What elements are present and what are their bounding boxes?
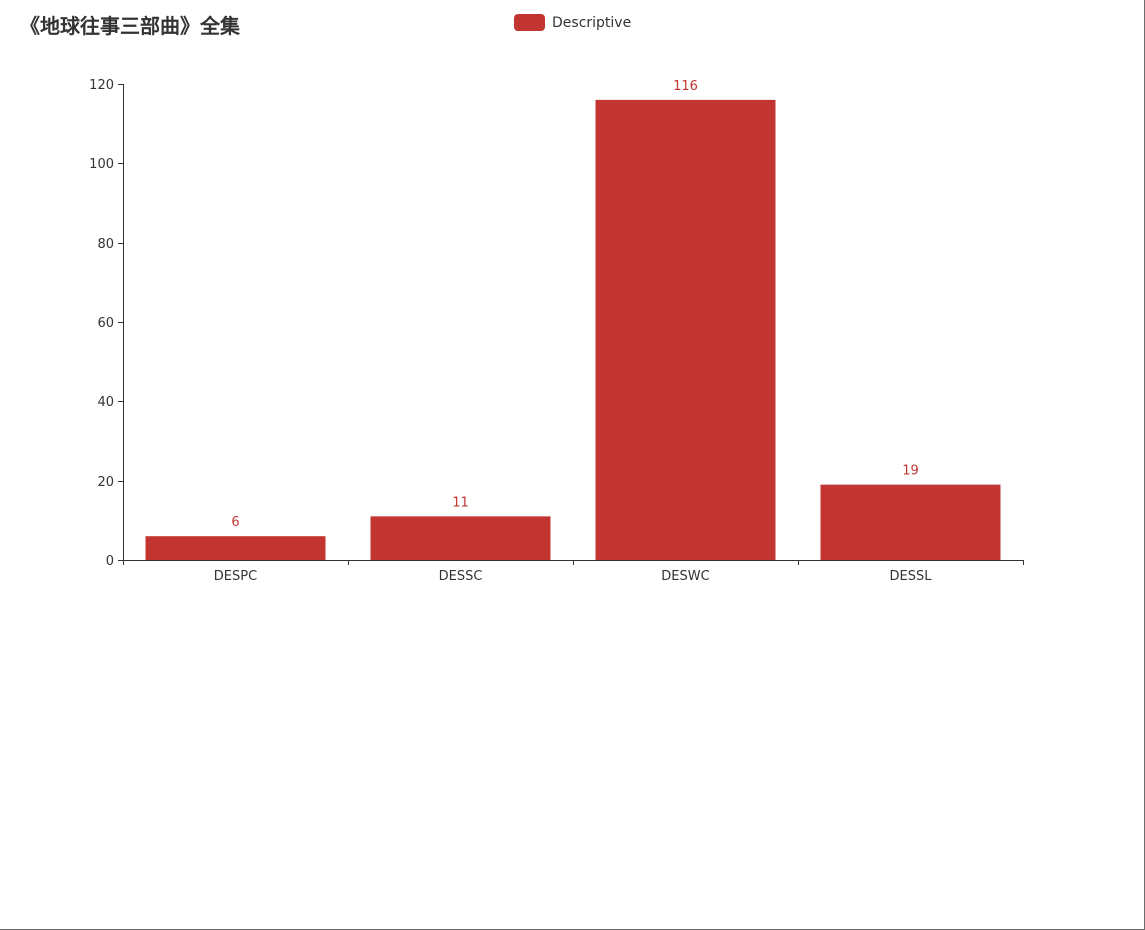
y-tick-label: 0 bbox=[106, 554, 114, 569]
chart-title: 《地球往事三部曲》全集 bbox=[20, 14, 240, 38]
x-tick-label: DESWC bbox=[661, 569, 709, 584]
bar-dessc[interactable] bbox=[370, 516, 551, 560]
legend-swatch[interactable] bbox=[514, 14, 545, 31]
legend-label[interactable]: Descriptive bbox=[552, 14, 632, 31]
y-tick-label: 80 bbox=[97, 237, 114, 252]
bar-dessl[interactable] bbox=[820, 484, 1001, 560]
y-tick-label: 20 bbox=[97, 475, 114, 490]
y-tick-label: 60 bbox=[97, 316, 114, 331]
y-tick-label: 100 bbox=[89, 157, 114, 172]
data-label: 116 bbox=[673, 79, 698, 94]
x-tick-label: DESPC bbox=[214, 569, 257, 584]
bars bbox=[145, 99, 1001, 560]
x-tick-label: DESSL bbox=[890, 569, 933, 584]
data-label: 11 bbox=[452, 495, 469, 510]
bar-deswc[interactable] bbox=[595, 99, 776, 560]
bar-despc[interactable] bbox=[145, 536, 326, 560]
x-tick-label: DESSC bbox=[439, 569, 483, 584]
legend[interactable]: Descriptive bbox=[514, 14, 631, 31]
data-label: 19 bbox=[902, 464, 919, 479]
data-label: 6 bbox=[231, 515, 239, 530]
axes: 0 20 40 60 80 100 120 DESPC DESSC DESWC DESSL bbox=[89, 78, 1024, 584]
y-tick-label: 40 bbox=[97, 395, 114, 410]
y-tick-label: 120 bbox=[89, 78, 114, 93]
data-labels: 6 11 116 19 bbox=[231, 79, 918, 530]
